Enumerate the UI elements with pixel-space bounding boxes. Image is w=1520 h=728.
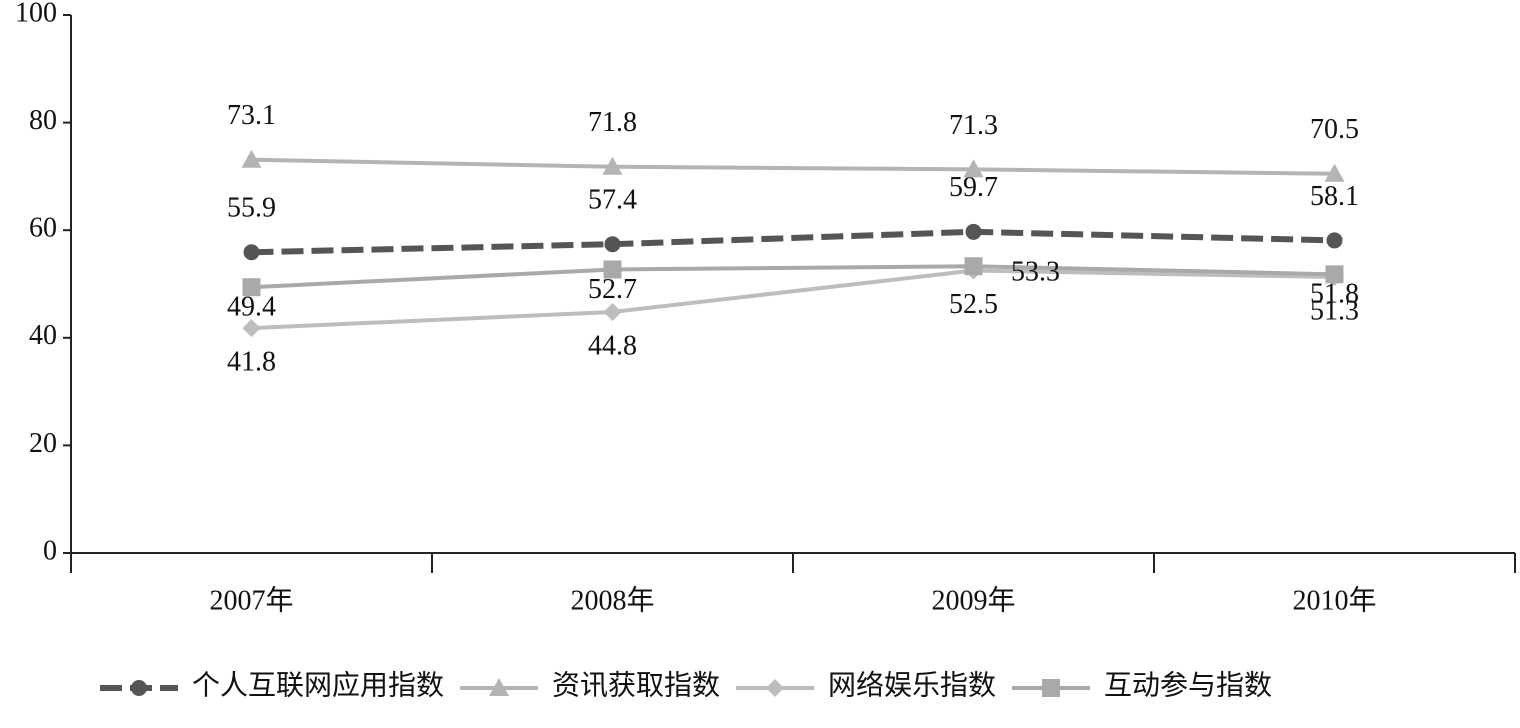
y-tick-label: 80 [29,105,57,136]
data-point [1324,163,1345,182]
data-point [604,236,621,253]
data-point [1325,265,1344,284]
data-label: 44.8 [588,330,637,361]
x-tick-label: 2009年 [931,584,1015,616]
legend-marker [131,680,147,696]
data-label: 52.5 [949,289,998,320]
series-line [251,157,1335,176]
data-point [603,260,622,279]
data-point [964,257,983,276]
data-label: 71.3 [949,110,998,141]
y-tick-label: 0 [43,535,57,566]
data-point [241,149,262,168]
data-point [243,244,260,261]
series-line [251,268,1335,331]
series-line [251,228,1335,256]
y-tick-label: 60 [29,213,57,244]
data-label: 52.7 [588,274,637,305]
legend-label: 资讯获取指数 [552,669,720,701]
legend-label: 互动参与指数 [1104,669,1272,701]
y-tick-label: 100 [15,0,57,28]
data-point [602,156,623,175]
data-label: 53.3 [1011,257,1060,288]
y-tick-label: 40 [29,320,57,351]
data-point [963,159,984,178]
data-point [242,278,261,297]
data-label: 70.5 [1310,114,1359,145]
data-label: 51.8 [1310,279,1359,310]
x-tick-label: 2010年 [1292,584,1376,616]
data-label: 58.1 [1310,181,1359,212]
series-line [251,264,1335,290]
data-point [603,302,622,321]
data-label: 49.4 [227,292,276,323]
data-label: 71.8 [588,107,637,138]
y-tick-label: 20 [29,428,57,459]
legend-label: 个人互联网应用指数 [192,669,444,701]
data-label: 51.3 [1310,295,1359,326]
data-point [242,319,261,338]
x-tick-label: 2008年 [570,584,654,616]
legend-marker [1042,679,1061,697]
legend-marker [489,678,510,696]
data-point [1326,232,1343,249]
legend-label: 网络娱乐指数 [828,669,996,701]
data-label: 55.9 [227,193,276,224]
data-label: 73.1 [227,100,276,131]
legend-marker [766,679,785,697]
data-label: 41.8 [227,347,276,378]
x-tick-label: 2007年 [209,584,293,616]
data-label: 57.4 [588,185,637,216]
data-point [965,223,982,240]
